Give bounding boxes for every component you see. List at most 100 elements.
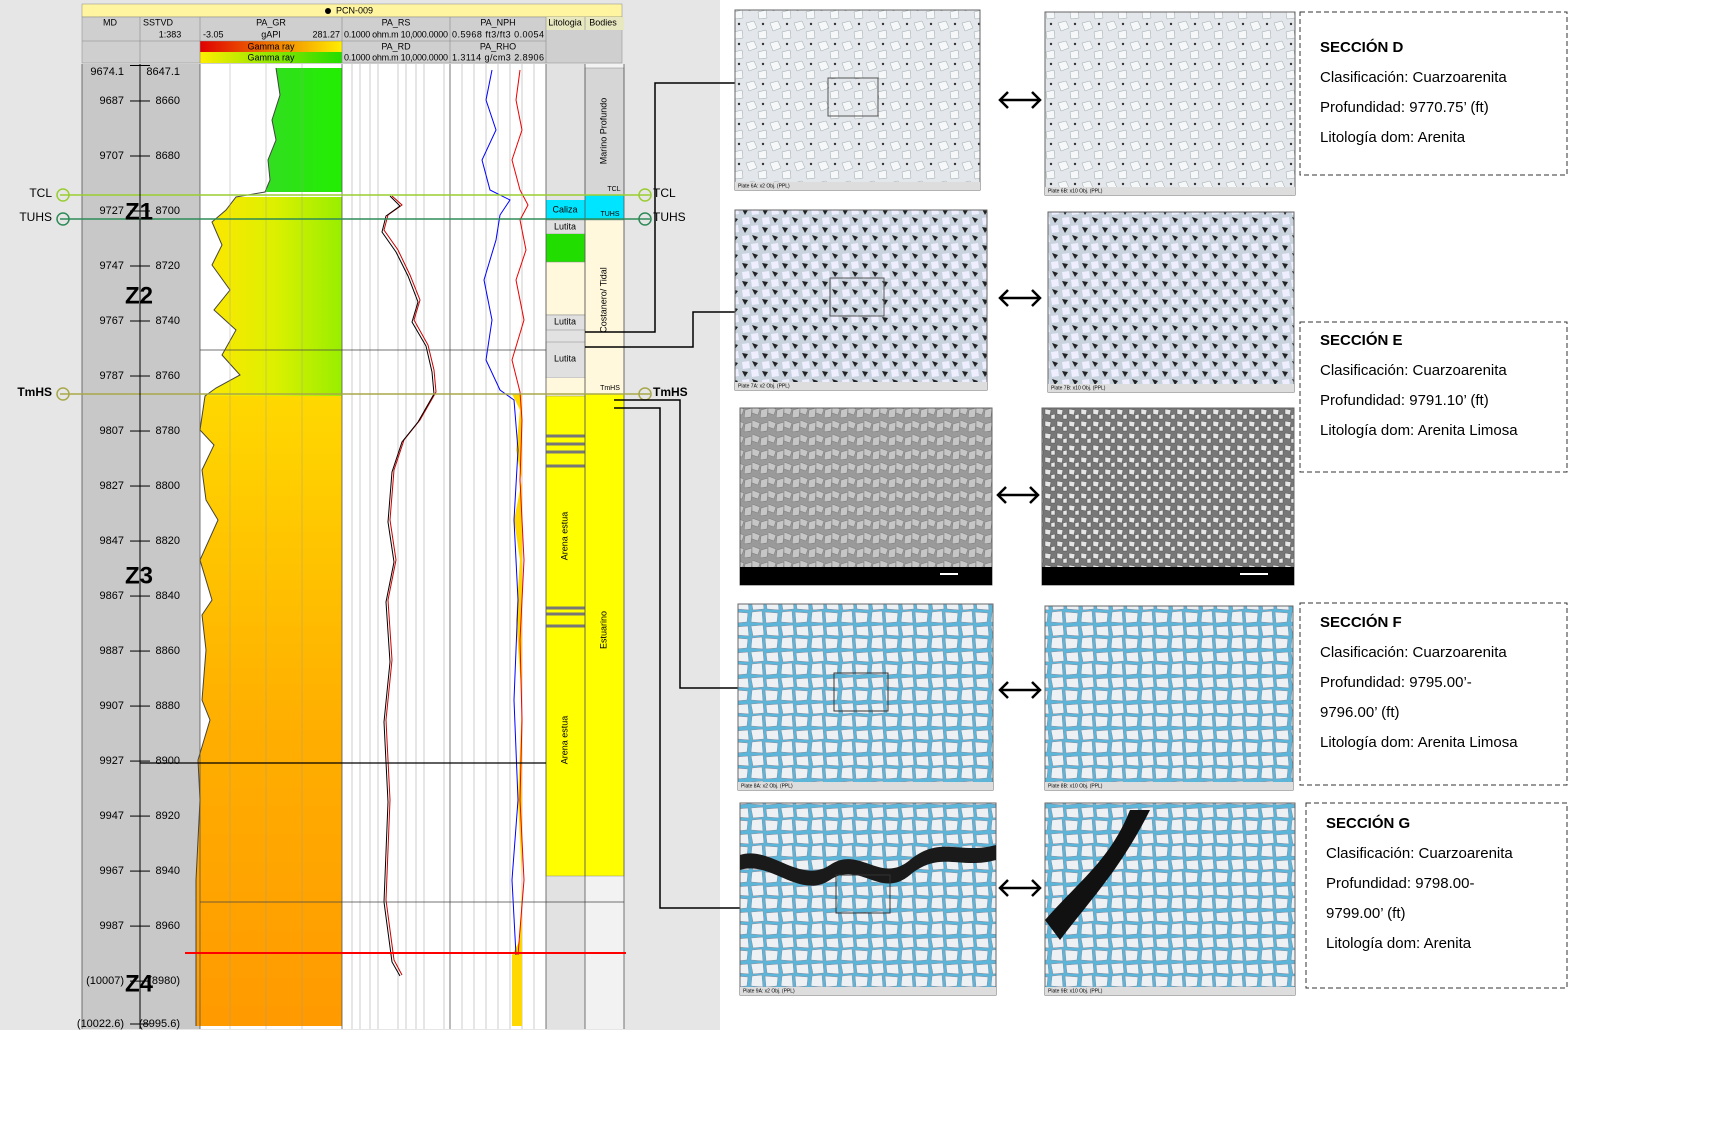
- section-classification: Clasificación: Cuarzoarenita: [1320, 644, 1507, 661]
- depth-tick-label: 8960: [156, 920, 180, 932]
- photo: [735, 10, 980, 190]
- depth-tick-label: 8860: [156, 645, 180, 657]
- depth-tick-label: (10007): [86, 975, 124, 987]
- top-label: TUHS: [653, 210, 686, 224]
- top-label: TUHS: [19, 210, 52, 224]
- zone-label: Z3: [125, 562, 153, 589]
- depth-tick-label: 9887: [100, 645, 124, 657]
- sem-label: CORE LAB 150923 4: [1048, 577, 1107, 583]
- body-label: Marino Profundo: [598, 98, 608, 165]
- well-name: PCN-009: [336, 5, 373, 15]
- header-label: 1:383: [159, 29, 182, 39]
- header-label: PA_GR: [256, 17, 286, 27]
- depth-tick-label: 9807: [100, 425, 124, 437]
- zone-label: Z4: [125, 970, 154, 997]
- top-label: TmHS: [653, 385, 688, 399]
- sem-label: x1,500: [1180, 572, 1199, 578]
- litho-block: [546, 234, 585, 262]
- body-label: Estuarino: [598, 611, 608, 649]
- header-label: Gamma ray: [247, 52, 295, 62]
- litho-block: [546, 396, 585, 876]
- depth-tick-label: 9707: [100, 150, 124, 162]
- sem-label: x100: [878, 572, 892, 578]
- plate-caption: Plate 7B: x10 Obj. (PPL): [1051, 385, 1106, 391]
- section-depth: Profundidad: 9791.10’ (ft): [1320, 392, 1489, 409]
- section-classification: Clasificación: Cuarzoarenita: [1320, 69, 1507, 86]
- plate-caption: Plate 6A: x2 Obj. (PPL): [738, 183, 790, 189]
- bodies-column: Marino Profundo Costanero/ Tidal Estuari…: [585, 68, 624, 876]
- double-arrow: [998, 487, 1038, 503]
- header-label: gAPI: [261, 29, 281, 39]
- section-depth: Profundidad: 9798.00-: [1326, 875, 1474, 892]
- plate-caption: Plate 7A: x2 Obj. (PPL): [738, 383, 790, 389]
- header-label: PA_RD: [381, 41, 411, 51]
- section-title: SECCIÓN D: [1320, 38, 1404, 56]
- double-arrows: [998, 92, 1040, 896]
- depth-tick-label: 9747: [100, 260, 124, 272]
- depth-tick-label: 9687: [100, 95, 124, 107]
- depth-tick-label: 8760: [156, 370, 180, 382]
- log-header: PCN-009 MD SSTVD 1:383 PA_GR -3.05 gAPI …: [82, 4, 624, 63]
- top-label: TCL: [653, 186, 676, 200]
- depth-tick-label: 8680: [156, 150, 180, 162]
- depth-tick-label: (10022.6): [77, 1018, 124, 1030]
- depth-tick-label: 8940: [156, 865, 180, 877]
- header-label: 0.1000 ohm.m 10,000.0000: [344, 52, 448, 62]
- header-label: PA_NPH: [480, 17, 515, 27]
- section-classification: Clasificación: Cuarzoarenita: [1320, 362, 1507, 379]
- section-lithology: Litología dom: Arenita Limosa: [1320, 734, 1518, 751]
- plate-caption: Plate 8A: x2 Obj. (PPL): [741, 783, 793, 789]
- depth-tick-label: 8820: [156, 535, 180, 547]
- litho-column: Caliza Lutita Lutita Lutita Arena estua …: [546, 200, 585, 876]
- sem-label: 100µm: [908, 572, 926, 578]
- zone-label: Z2: [125, 282, 153, 309]
- header-label: Litologia: [548, 17, 582, 27]
- depth-tick-label: 8900: [156, 755, 180, 767]
- double-arrow: [1000, 92, 1040, 108]
- well-dot: [325, 8, 331, 14]
- plate-caption: Plate 6B: x10 Obj. (PPL): [1048, 188, 1103, 194]
- depth-tick-label: 8920: [156, 810, 180, 822]
- depth-tick-label: 9907: [100, 700, 124, 712]
- header-label: MD: [103, 17, 117, 27]
- section-classification: Clasificación: Cuarzoarenita: [1326, 845, 1513, 862]
- section-depth: Profundidad: 9795.00’-: [1320, 674, 1472, 691]
- section-title: SECCIÓN E: [1320, 331, 1403, 349]
- header-label: PA_RHO: [480, 41, 516, 51]
- plate-caption: Plate 8B: x10 Obj. (PPL): [1048, 783, 1103, 789]
- litho-label: Caliza: [552, 204, 577, 214]
- section-lithology: Litología dom: Arenita: [1326, 935, 1472, 952]
- photo: [740, 803, 996, 995]
- photo: [1045, 12, 1295, 195]
- section-box: [1300, 12, 1567, 175]
- double-arrow: [1000, 290, 1040, 306]
- depth-tick-label: 9727: [100, 205, 124, 217]
- depth-tick-label: 8880: [156, 700, 180, 712]
- photo: [740, 408, 992, 585]
- depth-tick-label: 9674.1: [90, 66, 124, 78]
- litho-label: Lutita: [554, 353, 576, 363]
- photo: [1045, 606, 1293, 790]
- double-arrow: [1000, 682, 1040, 698]
- zone-label: Z1: [125, 198, 153, 225]
- top-label: TCL: [29, 186, 52, 200]
- depth-tick-label: 8800: [156, 480, 180, 492]
- depth-tick-label: 8780: [156, 425, 180, 437]
- figure: PCN-009 MD SSTVD 1:383 PA_GR -3.05 gAPI …: [0, 0, 1709, 1123]
- photo: [735, 210, 987, 390]
- depth-tick-label: 8660: [156, 95, 180, 107]
- section-title: SECCIÓN F: [1320, 613, 1402, 631]
- header-label: 0.5968 ft3/ft3 0.0054: [452, 29, 544, 39]
- depth-tick-label: 9927: [100, 755, 124, 767]
- body-top-label: TCL: [607, 186, 620, 193]
- section-lithology: Litología dom: Arenita: [1320, 129, 1466, 146]
- depth-tick-label: 9767: [100, 315, 124, 327]
- litho-label: Lutita: [554, 316, 576, 326]
- header-label: 1.3114 g/cm3 2.8906: [452, 52, 544, 62]
- plate-caption: Plate 9A: x2 Obj. (PPL): [743, 988, 795, 994]
- section-title: SECCIÓN G: [1326, 814, 1410, 832]
- photo: [1042, 408, 1294, 585]
- litho-label: Lutita: [554, 221, 576, 231]
- depth-tick-label: 9867: [100, 590, 124, 602]
- depth-tick-label: 9827: [100, 480, 124, 492]
